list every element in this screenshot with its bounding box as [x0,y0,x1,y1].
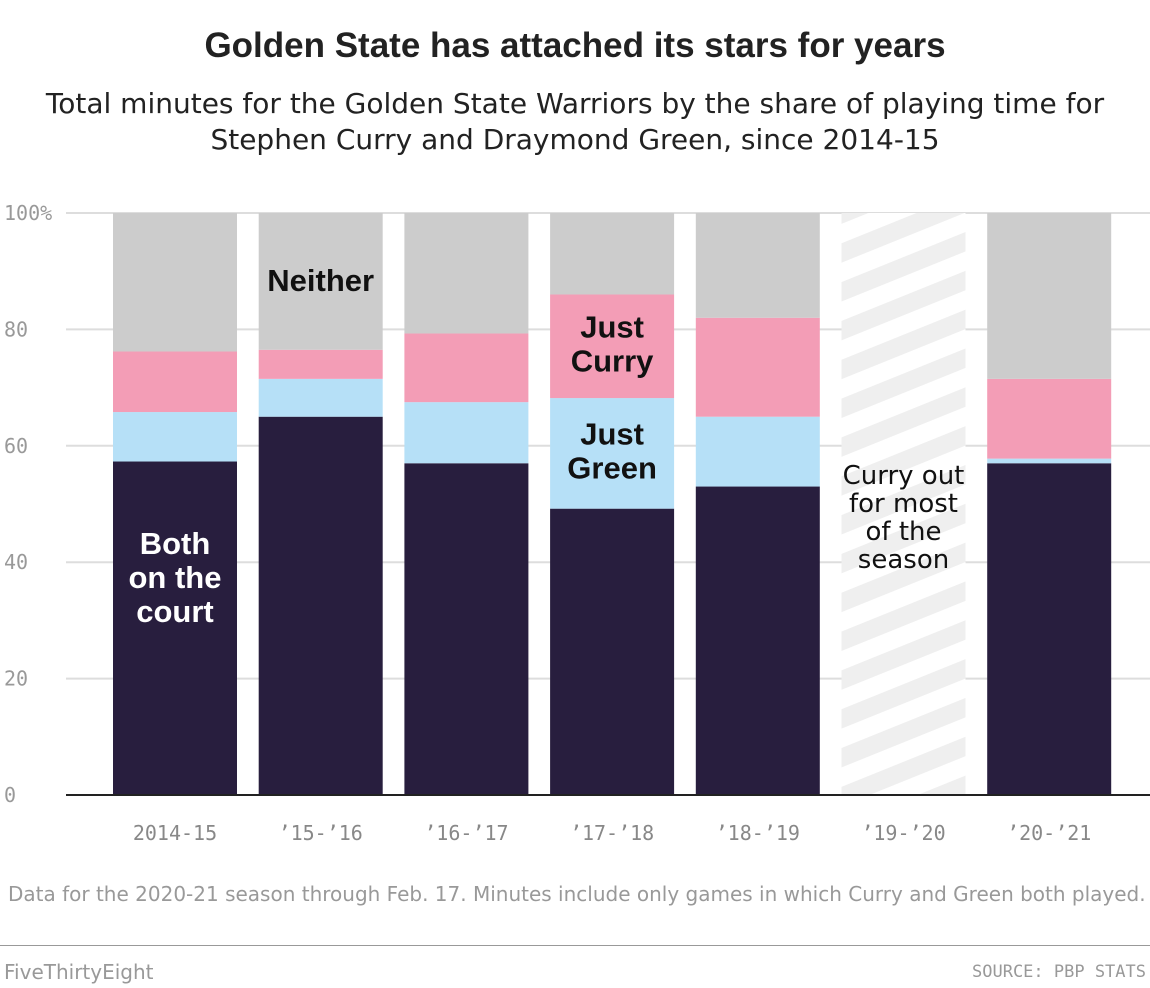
bar-segment-green [987,458,1112,464]
x-tick-label: ’18-’19 [716,821,800,845]
x-tick-label: ’20-’21 [1007,821,1091,845]
bar-segment-neither [113,213,237,352]
y-tick-label: 20 [4,667,28,691]
label-neither: Neither [267,263,374,298]
bar-segment-neither [550,213,675,295]
label-curry-out: Curry out [843,461,965,491]
footer-divider [0,945,1150,946]
label-curry-out: of the [866,517,942,547]
bar-segment-neither [695,213,820,318]
y-tick-label: 40 [4,550,28,574]
brand-logo-text: FiveThirtyEight [4,960,154,984]
label-both-on-court: Both [140,526,211,561]
x-tick-label: ’15-’16 [279,821,363,845]
label-just-curry: Just [580,309,644,344]
y-tick-label: 60 [4,434,28,458]
bar-segment-both [258,416,383,795]
x-tick-label: ’17-’18 [570,821,654,845]
bar-segment-curry [113,351,237,413]
label-curry-out: season [858,545,949,575]
label-both-on-court: court [136,594,214,629]
bar-segment-green [258,378,383,417]
missing-season-bar [841,213,966,795]
bar-segment-green [695,416,820,487]
source-credit: SOURCE: PBP STATS [972,962,1146,982]
bar-segment-curry [987,378,1112,459]
label-just-green: Green [567,451,657,486]
x-tick-label: ’19-’20 [861,821,945,845]
y-tick-label: 0 [4,783,16,807]
footnote: Data for the 2020-21 season through Feb.… [8,882,1146,906]
label-curry-out: for most [849,489,958,519]
bar-segment-neither [404,213,529,334]
y-tick-label: 80 [4,317,28,341]
label-both-on-court: on the [129,560,222,595]
bar-segment-both [550,508,675,795]
stacked-bar-chart: 0 20 40 60 80 100% 2014-15 ’15-’16 ’16-’17 ’17-’1… [4,201,1150,845]
x-tick-label: 2014-15 [133,821,217,845]
y-tick-label: 100% [4,201,52,225]
bar-segment-both [404,463,529,795]
chart-title: Golden State has attached its stars for … [204,26,946,65]
bar-segment-curry [404,333,529,403]
bar-segment-green [550,398,675,509]
bar-segment-green [113,412,237,462]
bar-segment-both [113,461,237,795]
label-just-green: Just [580,417,644,452]
x-tick-label: ’16-’17 [424,821,508,845]
bar-segment-neither [258,213,383,350]
label-just-curry: Curry [571,343,654,378]
bar-segment-curry [258,349,383,379]
bar-segment-both [987,463,1112,795]
bar-segment-curry [550,294,675,399]
chart-subtitle: Total minutes for the Golden State Warri… [45,87,1105,156]
bar-segment-curry [695,317,820,417]
bar-segment-green [404,402,529,464]
bar-segment-both [695,486,820,795]
bar-segment-neither [987,213,1112,379]
